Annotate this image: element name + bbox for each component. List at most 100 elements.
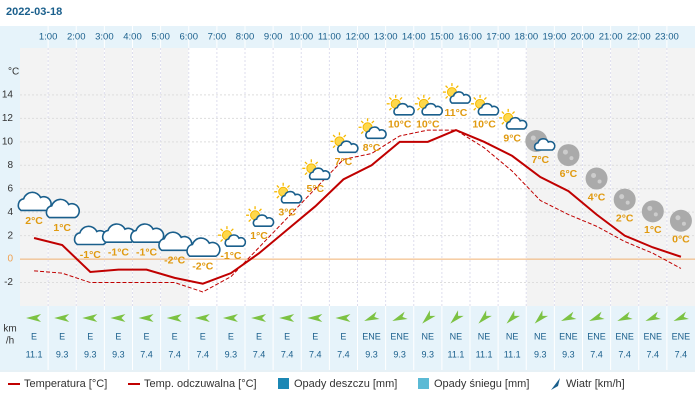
wind-speed: 7.4 (309, 349, 322, 359)
wind-arrow (422, 310, 436, 324)
cloud (421, 102, 444, 116)
wind-direction: E (59, 331, 65, 341)
cloud (45, 198, 80, 219)
moon-spot (675, 215, 681, 221)
left-strip (0, 48, 20, 370)
cloud (337, 140, 359, 154)
wind-speed: 7.4 (590, 349, 603, 359)
cloud (308, 167, 331, 181)
legend-swatch (418, 378, 429, 389)
wind-arrow (307, 314, 323, 322)
weather-icon (302, 159, 331, 181)
x-tick-label: 16:00 (458, 32, 482, 43)
moon (641, 200, 664, 223)
wind-arrow-shape (279, 314, 295, 322)
x-tick-label: 11:00 (318, 32, 341, 43)
cloud (252, 214, 275, 228)
x-tick-label: 15:00 (430, 32, 454, 43)
wind-direction: ENE (362, 331, 381, 341)
wind-arrow-shape (110, 314, 126, 322)
wind-speed: 9.3 (393, 349, 406, 359)
wind-arrow (534, 310, 549, 324)
moon-spot (591, 173, 597, 179)
wind-arrow (506, 310, 520, 324)
wind-arrow-shape (82, 314, 98, 322)
wind-direction: E (284, 331, 290, 341)
wind-arrow-shape (450, 310, 464, 324)
wind-arrow (450, 310, 464, 324)
x-tick-label: 18:00 (514, 32, 538, 43)
sun-ray (258, 208, 262, 212)
wind-arrow-shape (422, 310, 436, 324)
wind-arrow (222, 314, 238, 322)
wind-arrow-shape (478, 310, 492, 324)
x-tick-label: 17:00 (486, 32, 510, 43)
wind-direction: ENE (587, 331, 606, 341)
hour-header (0, 26, 695, 48)
y-tick-label: 4 (7, 207, 13, 218)
wind-arrow-shape (166, 314, 182, 322)
cloud (477, 102, 500, 116)
weather-icon (45, 198, 80, 219)
temperature-label: 2°C (25, 215, 43, 227)
sun-ray (230, 228, 234, 232)
wind-direction: NE (534, 331, 547, 341)
sun-ray (483, 96, 487, 101)
wind-arrow-shape (364, 311, 380, 322)
sun-ray (455, 85, 459, 89)
wind-direction: E (115, 331, 121, 341)
sun-ray (332, 145, 336, 149)
weather-icon (274, 182, 303, 204)
wind-speed: 7.4 (675, 349, 688, 359)
weather-icon (499, 108, 528, 130)
temperature-label: 7°C (335, 156, 353, 168)
temperature-label: 9°C (503, 133, 521, 145)
legend-label: Opady śniegu [mm] (434, 378, 529, 390)
sun-ray (286, 184, 291, 188)
wind-direction: ENE (644, 331, 663, 341)
temperature-label: -1°C (220, 250, 242, 262)
wind-arrow (478, 310, 492, 324)
wind-speed: 9.3 (84, 349, 97, 359)
wind-arrow (673, 311, 689, 322)
moon (585, 167, 608, 190)
wind-speed: 11.1 (26, 349, 43, 359)
cloud (449, 91, 472, 104)
wind-speed: 7.4 (647, 349, 660, 359)
wind-arrow (54, 314, 70, 322)
wind-direction: NE (506, 331, 519, 341)
sun-ray (360, 120, 364, 124)
wind-arrow-shape (673, 311, 689, 322)
x-tick-label: 23:00 (655, 32, 679, 43)
weather-icon (186, 237, 221, 258)
wind-speed: 11.1 (504, 349, 521, 359)
temperature-label: 2°C (616, 212, 634, 224)
wind-arrow (617, 311, 633, 322)
temperature-label: 7°C (532, 154, 550, 166)
moon (669, 209, 692, 232)
cloud (533, 138, 556, 151)
wind-direction: ENE (672, 331, 691, 341)
wind-direction: ENE (390, 331, 409, 341)
x-tick-label: 13:00 (374, 32, 398, 43)
weather-icon (471, 94, 500, 116)
wind-arrow (110, 314, 126, 322)
wind-arrow (335, 314, 351, 322)
wind-direction: E (228, 331, 234, 341)
wind-direction: E (144, 331, 150, 341)
wind-speed: 9.3 (112, 349, 125, 359)
temperature-label: -1°C (108, 246, 130, 258)
cloud (280, 190, 303, 204)
sun-ray (388, 107, 392, 111)
sun-ray (388, 96, 392, 101)
wind-direction: E (340, 331, 346, 341)
temperature-line (33, 129, 682, 285)
weather-icon (557, 144, 580, 167)
wind-direction: E (256, 331, 262, 341)
y-tick-label: 10 (2, 136, 14, 147)
wind-direction: E (31, 331, 37, 341)
wind-arrow-shape (26, 314, 42, 322)
wind-arrow-shape (392, 311, 408, 322)
cloud (365, 126, 387, 140)
